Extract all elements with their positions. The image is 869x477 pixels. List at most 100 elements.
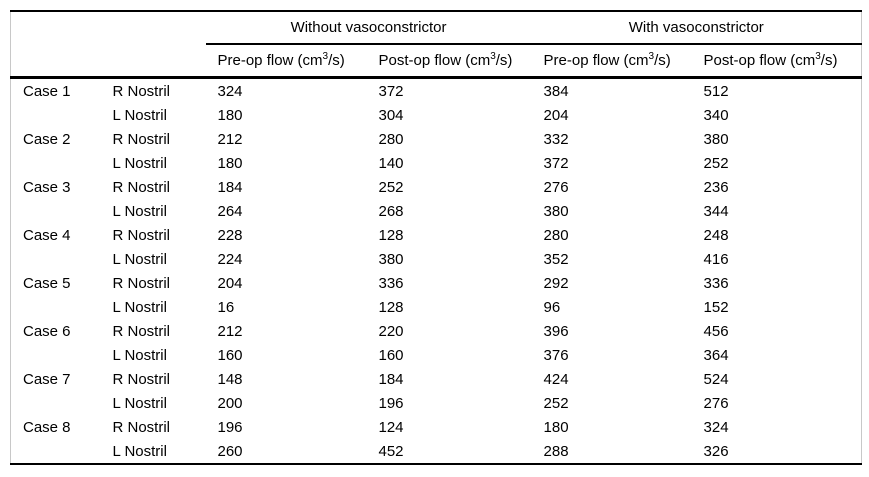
nostril-cell: R Nostril [112,418,171,436]
table-row: L Nostril 260 452 288 326 [11,439,862,464]
value-cell: 292 [543,274,569,292]
value-cell: 456 [703,322,729,340]
value-cell: 124 [378,418,404,436]
nostril-cell: L Nostril [112,298,167,316]
case-cell [11,439,101,464]
table-row: Case 1 R Nostril 324 372 384 512 [11,78,862,104]
value-cell: 204 [543,106,569,124]
value-cell: 380 [543,202,569,220]
col-header-preop-with: Pre-op flow (cm3/s) [531,44,692,79]
nostril-cell: L Nostril [112,250,167,268]
nostril-cell: L Nostril [112,154,167,172]
value-cell: 200 [217,394,243,412]
value-cell: 336 [703,274,729,292]
case-cell: Case 2 [23,130,71,148]
nostril-cell: R Nostril [112,226,171,244]
value-cell: 196 [217,418,243,436]
value-cell: 416 [703,250,729,268]
corner-cell [11,11,206,44]
value-cell: 160 [378,346,404,364]
table-header: Without vasoconstrictor With vasoconstri… [10,11,862,79]
col-header-postop-with: Post-op flow (cm3/s) [691,44,862,79]
superscript: 3 [322,51,329,62]
value-cell: 268 [378,202,404,220]
nostril-cell: R Nostril [112,130,171,148]
value-cell: 180 [217,154,243,172]
value-cell: 220 [378,322,404,340]
table-row: L Nostril 200 196 252 276 [11,391,862,415]
group-header-with-vasoconstrictor: With vasoconstrictor [531,11,862,45]
value-cell: 324 [217,82,243,100]
case-cell: Case 5 [23,274,71,292]
value-cell: 512 [703,82,729,100]
col-header-text: /s) [328,52,345,69]
group-header-row: Without vasoconstrictor With vasoconstri… [11,11,862,45]
nostril-cell: R Nostril [112,178,171,196]
value-cell: 148 [217,370,243,388]
case-cell: Case 3 [23,178,71,196]
table-row: L Nostril 224 380 352 416 [11,247,862,271]
value-cell: 252 [378,178,404,196]
value-cell: 372 [543,154,569,172]
nostril-cell: R Nostril [112,82,171,100]
nostril-cell: L Nostril [112,394,167,412]
case-cell: Case 7 [23,370,71,388]
case-cell [11,151,101,175]
flow-data-table: Without vasoconstrictor With vasoconstri… [10,10,863,465]
col-header-text: Post-op flow (cm [378,52,491,69]
value-cell: 524 [703,370,729,388]
value-cell: 324 [703,418,729,436]
case-cell [11,247,101,271]
superscript: 3 [490,51,496,62]
table-body: Case 1 R Nostril 324 372 384 512 L Nostr… [11,78,862,465]
case-cell: Case 4 [23,226,71,244]
case-cell [11,391,101,415]
value-cell: 276 [543,178,569,196]
table-row: L Nostril 16 128 96 152 [11,295,862,319]
value-cell: 128 [378,226,404,244]
nostril-cell: R Nostril [112,370,171,388]
column-header-row: Pre-op flow (cm3/s) Post-op flow (cm3/s)… [10,44,862,79]
col-header-text: /s) [654,52,671,69]
value-cell: 452 [378,442,404,460]
table-row: L Nostril 180 304 204 340 [11,103,862,127]
case-cell [11,103,101,127]
value-cell: 326 [703,442,729,460]
value-cell: 252 [543,394,569,412]
table-row: L Nostril 160 160 376 364 [11,343,862,367]
value-cell: 280 [543,226,569,244]
value-cell: 180 [543,418,569,436]
value-cell: 280 [378,130,404,148]
value-cell: 376 [543,346,569,364]
superscript: 3 [648,51,655,62]
value-cell: 264 [217,202,243,220]
col-header-text: Post-op flow (cm [703,52,816,69]
col-header-text: Pre-op flow (cm [217,52,323,69]
value-cell: 260 [217,442,243,460]
nostril-cell: L Nostril [112,202,167,220]
value-cell: 212 [217,322,243,340]
col-header-preop-without: Pre-op flow (cm3/s) [205,44,367,79]
value-cell: 340 [703,106,729,124]
case-cell: Case 1 [23,82,71,100]
table-row: Case 4 R Nostril 228 128 280 248 [11,223,862,247]
table-row: Case 2 R Nostril 212 280 332 380 [11,127,862,151]
value-cell: 16 [217,298,235,316]
value-cell: 196 [378,394,404,412]
value-cell: 396 [543,322,569,340]
nostril-cell: L Nostril [112,346,167,364]
table-row: Case 3 R Nostril 184 252 276 236 [11,175,862,199]
value-cell: 184 [378,370,404,388]
value-cell: 344 [703,202,729,220]
value-cell: 184 [217,178,243,196]
nostril-cell: R Nostril [112,274,171,292]
case-cell [11,295,101,319]
value-cell: 252 [703,154,729,172]
table-row: L Nostril 264 268 380 344 [11,199,862,223]
col-header-text: /s) [820,52,838,69]
value-cell: 180 [217,106,243,124]
value-cell: 228 [217,226,243,244]
value-cell: 276 [703,394,729,412]
nostril-cell: L Nostril [112,442,167,460]
